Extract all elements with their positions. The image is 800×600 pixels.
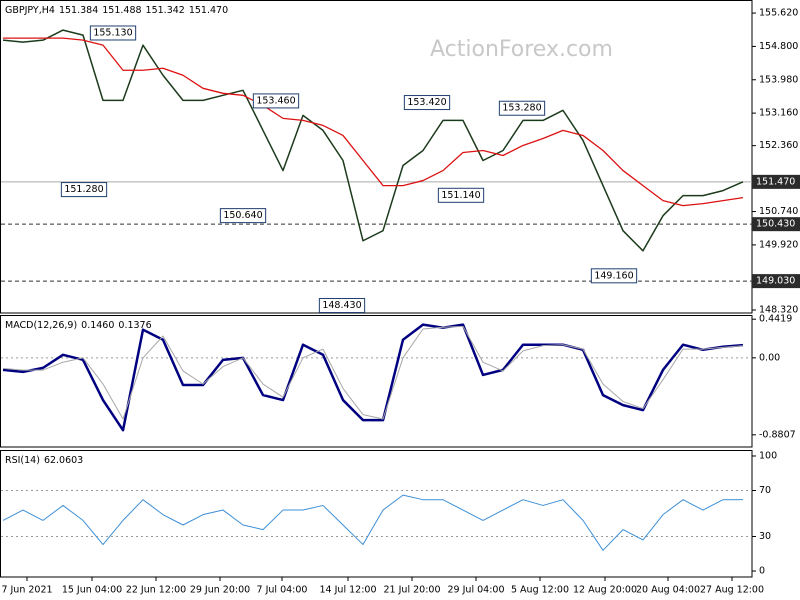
x-tick-label: 20 Aug 04:00 [636, 585, 700, 596]
price-level-box [752, 274, 800, 289]
y-tick-label: 150.740 [759, 206, 798, 217]
x-tick-label: 22 Jun 12:00 [126, 585, 186, 596]
annotation-box [89, 25, 137, 41]
x-tick-label: 7 Jul 04:00 [257, 585, 308, 596]
annotation-label: 148.430 [322, 300, 361, 311]
price-level-label: 151.470 [756, 176, 795, 187]
y-tick-label: 153.160 [759, 108, 798, 119]
y-tick-label: 149.920 [759, 239, 798, 250]
panel-title-value: 151.384 [59, 5, 98, 16]
y-tick-label: 148.320 [759, 304, 798, 315]
x-tick-label: 15 Jun 04:00 [62, 585, 122, 596]
annotation-box [60, 182, 108, 198]
panel-title: MACD(12,26,9) 0.1460 0.1376 [5, 320, 152, 331]
panel-title-value: 151.342 [146, 5, 185, 16]
x-tick-label: 12 Aug 20:00 [573, 585, 637, 596]
series-line [2, 29, 744, 252]
annotation-label: 155.130 [93, 27, 132, 38]
panel-title-value: 0.1460 [81, 320, 114, 331]
annotation-label: 153.420 [407, 97, 446, 108]
x-tick-label: 5 Aug 12:00 [511, 585, 569, 596]
y-tick-label: 153.980 [759, 74, 798, 85]
y-tick-label: 100 [759, 450, 777, 461]
price-panel-frame [0, 0, 753, 314]
panel-title-value: 0.1376 [118, 320, 151, 331]
y-tick-label: 0 [759, 566, 765, 577]
annotation-label: 150.640 [223, 210, 262, 221]
panel-title-name: RSI(14) [5, 455, 40, 466]
panel-title-name: MACD(12,26,9) [5, 320, 77, 331]
annotation-box [590, 268, 638, 284]
panel-title: GBPJPY,H4 151.384 151.488 151.342 151.470 [5, 5, 228, 16]
annotation-box [318, 298, 366, 314]
rsi-panel-frame [0, 450, 753, 578]
panel-title-value: 62.0603 [44, 455, 83, 466]
annotation-box [498, 100, 546, 116]
y-tick-label: 70 [759, 485, 771, 496]
x-tick-label: 27 Aug 12:00 [700, 585, 764, 596]
panel-title: RSI(14) 62.0603 [5, 455, 83, 466]
annotation-box [252, 93, 300, 109]
y-tick-label: 0.4419 [759, 314, 792, 325]
series-line [2, 323, 744, 432]
panel-title-value: 151.470 [189, 5, 228, 16]
annotation-label: 149.160 [594, 270, 633, 281]
annotation-label: 153.460 [256, 95, 295, 106]
price-level-box [752, 174, 800, 189]
series-line [2, 494, 744, 551]
annotation-box [437, 187, 485, 203]
panel-title-value: 151.488 [102, 5, 141, 16]
panel-title-name: GBPJPY,H4 [5, 5, 55, 16]
x-tick-label: 14 Jul 12:00 [320, 585, 377, 596]
annotation-label: 151.280 [64, 184, 103, 195]
annotation-box [219, 208, 267, 224]
price-level-box [752, 217, 800, 232]
annotation-box [403, 95, 451, 111]
watermark: ActionForex.com [430, 37, 613, 62]
annotation-label: 151.140 [441, 190, 480, 201]
y-tick-label: 152.360 [759, 140, 798, 151]
x-tick-label: 29 Jul 04:00 [448, 585, 505, 596]
price-level-label: 150.430 [756, 219, 795, 230]
y-tick-label: -0.8807 [759, 429, 796, 440]
price-level-label: 149.030 [756, 276, 795, 287]
y-tick-label: 155.620 [759, 8, 798, 19]
macd-panel-frame [0, 315, 753, 448]
y-tick-label: 30 [759, 531, 771, 542]
x-tick-label: 21 Jul 20:00 [384, 585, 441, 596]
series-line [2, 325, 744, 420]
series-line [3, 37, 744, 207]
x-tick-label: 29 Jun 20:00 [190, 585, 250, 596]
x-tick-label: 7 Jun 2021 [1, 585, 52, 596]
y-tick-label: 154.800 [759, 41, 798, 52]
annotation-label: 153.280 [502, 103, 541, 114]
y-tick-label: 0.00 [759, 352, 780, 363]
